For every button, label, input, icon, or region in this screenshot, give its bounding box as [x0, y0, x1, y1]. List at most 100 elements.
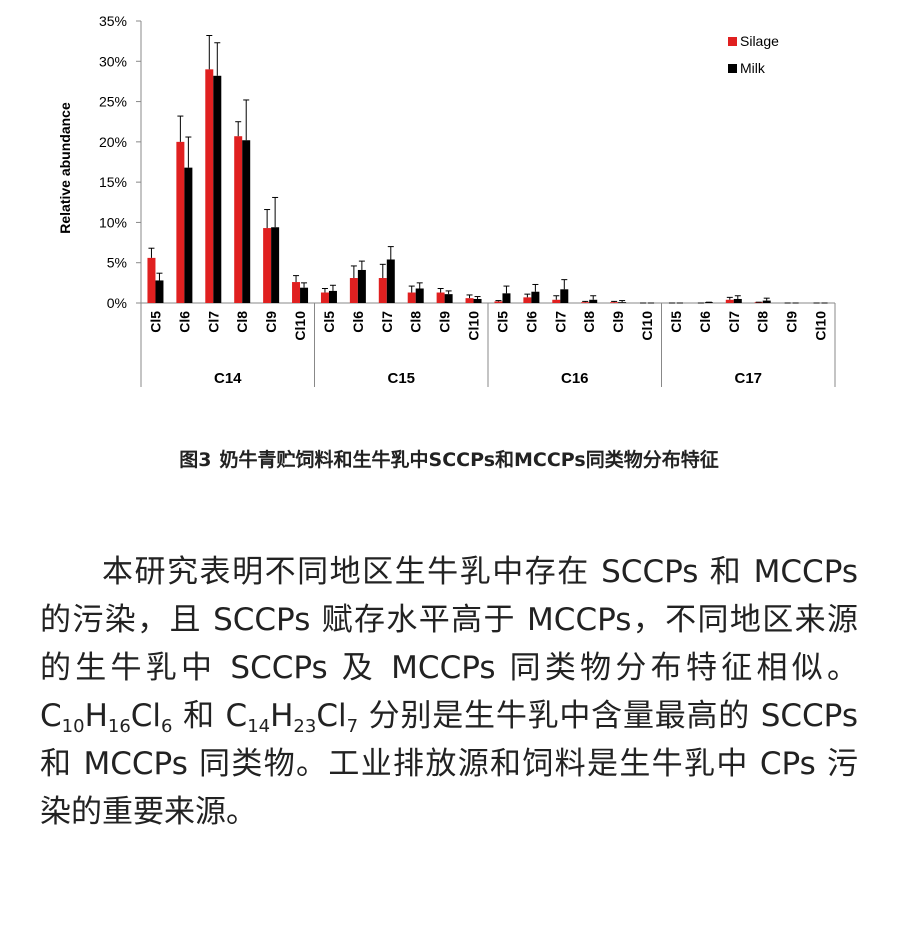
error-bar [156, 272, 163, 281]
error-bar [726, 296, 733, 300]
caption: 图3 奶牛青贮饲料和生牛乳中SCCPs和MCCPs同类物分布特征 [0, 445, 898, 472]
x-tick-label: Cl10 [639, 311, 655, 341]
x-tick-label: Cl7 [552, 311, 568, 333]
error-bar [437, 287, 444, 293]
bar [762, 300, 771, 303]
bar [147, 257, 156, 303]
error-bar [466, 294, 473, 299]
group-label: C16 [561, 370, 589, 387]
error-bar [177, 115, 184, 142]
error-bar [321, 287, 328, 293]
x-tick-label: Cl7 [379, 311, 395, 333]
bar [436, 292, 445, 303]
error-bar [561, 279, 568, 290]
group-label: C17 [734, 370, 762, 387]
x-tick-label: Cl7 [205, 311, 221, 333]
bar [531, 291, 540, 303]
bar [618, 302, 627, 303]
x-tick-label: Cl5 [147, 311, 163, 333]
subscript: 10 [61, 716, 85, 737]
error-bar [553, 295, 560, 300]
bar [378, 278, 387, 303]
caption-text: 奶牛青贮饲料和生牛乳中SCCPs和MCCPs同类物分布特征 [219, 449, 719, 471]
error-bar [611, 300, 618, 303]
bar [271, 227, 280, 303]
bar [386, 259, 395, 303]
bar [242, 140, 251, 303]
legend-swatch [728, 37, 737, 46]
y-tick-label: 35% [99, 13, 127, 29]
x-tick-label: Cl7 [726, 311, 742, 333]
error-bar [590, 295, 597, 300]
error-bar [495, 300, 502, 302]
error-bar [350, 265, 357, 279]
error-bar [524, 293, 531, 298]
bar [494, 301, 503, 303]
error-bar [532, 283, 539, 292]
bar [444, 294, 453, 303]
x-tick-label: Cl5 [321, 311, 337, 333]
error-bar [619, 300, 626, 303]
bar [300, 287, 309, 303]
y-tick-label: 25% [99, 94, 127, 110]
x-tick-label: Cl8 [234, 311, 250, 333]
error-bar [214, 42, 221, 76]
bar [292, 282, 301, 303]
bar [407, 292, 416, 303]
x-tick-label: Cl9 [437, 311, 453, 333]
bar [328, 290, 337, 303]
group-label: C14 [214, 370, 242, 387]
error-bar [734, 295, 741, 299]
bar [523, 297, 532, 303]
bar [263, 228, 272, 303]
y-tick-label: 0% [107, 295, 127, 311]
x-tick-label: Cl8 [755, 311, 771, 333]
error-bar [301, 282, 308, 288]
error-bar [185, 136, 192, 168]
error-bar [235, 121, 242, 137]
bar [176, 141, 185, 303]
x-tick-label: Cl10 [292, 311, 308, 341]
subscript: 6 [161, 716, 173, 737]
x-tick-label: Cl6 [176, 311, 192, 333]
bar [552, 299, 561, 303]
error-bar [264, 209, 271, 229]
text: 和 C [172, 698, 248, 734]
x-tick-label: Cl8 [581, 311, 597, 333]
y-tick-label: 10% [99, 214, 127, 230]
y-tick-label: 30% [99, 53, 127, 69]
error-bar [763, 297, 770, 301]
legend-label: Milk [740, 60, 766, 76]
subscript: 23 [293, 716, 317, 737]
caption-label: 图3 [179, 449, 212, 471]
error-bar [206, 35, 213, 70]
x-tick-label: Cl9 [610, 311, 626, 333]
error-bar [358, 260, 365, 270]
bar [610, 302, 619, 303]
bar [589, 299, 598, 303]
paragraph: 本研究表明不同地区生牛乳中存在 SCCPs 和 MCCPs 的污染，且 SCCP… [40, 548, 858, 836]
x-tick-label: Cl6 [523, 311, 539, 333]
subscript: 14 [247, 716, 271, 737]
legend-label: Silage [740, 33, 779, 49]
bar [349, 278, 358, 303]
y-tick-label: 15% [99, 174, 127, 190]
text: 分别是生牛乳中含量最高的 SCCPs 和 MCCPs 同类物。工业排放源和饲料是… [40, 698, 858, 830]
x-tick-label: Cl9 [263, 311, 279, 333]
text: Cl [130, 698, 162, 734]
error-bar [474, 296, 481, 299]
bar [234, 136, 243, 303]
error-bar [416, 282, 423, 289]
text: H [84, 698, 108, 734]
error-bar [387, 246, 394, 260]
legend-swatch [728, 64, 737, 73]
bar [560, 289, 569, 303]
y-tick-label: 5% [107, 255, 127, 271]
bar [465, 298, 474, 303]
y-tick-label: 20% [99, 134, 127, 150]
error-bar [445, 290, 452, 295]
x-tick-label: Cl5 [494, 311, 510, 333]
bar [205, 69, 214, 303]
x-tick-label: Cl8 [408, 311, 424, 333]
